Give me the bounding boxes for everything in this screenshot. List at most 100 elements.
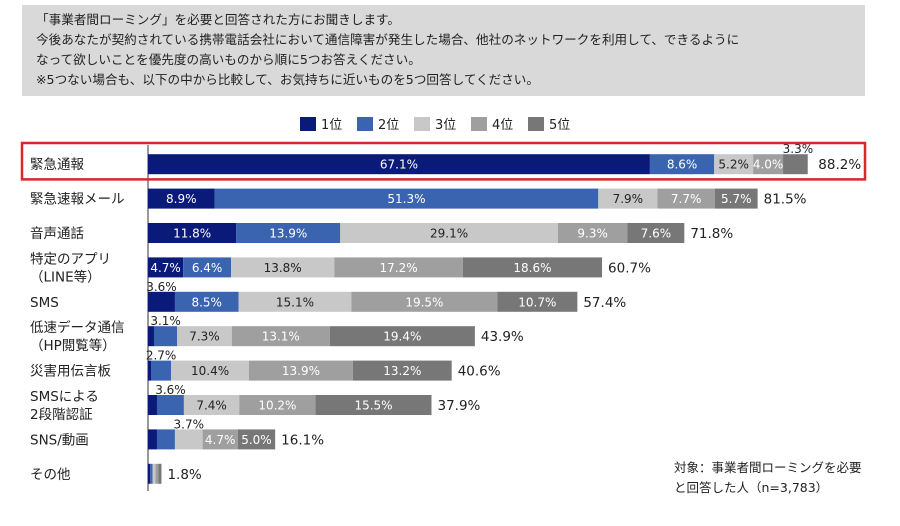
legend-swatch-5 — [528, 117, 544, 131]
bar-row-10-rank-2 — [150, 463, 153, 484]
category-label-4-line-1: 特定のアプリ — [30, 251, 111, 267]
total-label-row-5: 57.4% — [583, 295, 626, 311]
data-label-row-7-rank-2: 2.7% — [146, 349, 177, 363]
data-label-row-2-rank-5: 5.7% — [721, 192, 752, 206]
bar-row-10-rank-1 — [148, 463, 151, 484]
legend-label-1: 1位 — [321, 118, 342, 133]
bar-row-1-rank-4 — [753, 154, 784, 175]
data-label-row-6-rank-5: 19.4% — [383, 330, 421, 344]
data-label-row-4-rank-2: 6.4% — [192, 261, 223, 275]
bar-row-2-rank-5 — [714, 188, 758, 209]
bar-row-4-rank-1 — [148, 257, 184, 278]
bar-row-8-rank-2 — [156, 395, 184, 415]
bar-row-6-rank-3 — [177, 326, 232, 347]
data-label-row-7-rank-3: 10.4% — [191, 364, 229, 378]
data-label-row-1-rank-4: 4.0% — [753, 158, 784, 172]
bar-row-10-rank-5 — [158, 463, 162, 484]
category-label-10: その他 — [30, 467, 71, 483]
total-label-row-3: 71.8% — [690, 226, 733, 242]
total-label-row-1: 88.2% — [818, 157, 861, 173]
data-label-row-2-rank-1: 8.9% — [166, 192, 197, 206]
bar-row-4-rank-3 — [231, 257, 335, 278]
bar-row-3-rank-3 — [340, 223, 558, 243]
bar-row-10-rank-4 — [155, 463, 159, 484]
bar-row-3-rank-4 — [557, 223, 628, 243]
bar-row-9-rank-1 — [148, 429, 157, 450]
bar-row-7-rank-2 — [150, 360, 172, 381]
data-label-row-7-rank-4: 13.9% — [282, 364, 320, 378]
legend-label-4: 4位 — [492, 118, 513, 133]
legend-swatch-1 — [300, 117, 316, 131]
bar-row-6-rank-4 — [231, 326, 330, 347]
data-label-row-8-rank-3: 7.4% — [196, 399, 227, 413]
data-label-row-1-rank-3: 5.2% — [718, 158, 749, 172]
data-label-row-9-rank-3: 3.7% — [174, 417, 205, 431]
legend-label-5: 5位 — [549, 118, 570, 133]
total-label-row-9: 16.1% — [281, 432, 324, 448]
bar-row-4-rank-5 — [462, 257, 603, 278]
bar-row-5-rank-3 — [238, 291, 352, 312]
question-line-2: 今後あなたが契約されている携帯電話会社において通信障害が発生した場合、他社のネッ… — [36, 32, 740, 47]
data-label-row-2-rank-3: 7.9% — [613, 192, 644, 206]
data-label-row-4-rank-4: 17.2% — [380, 261, 418, 275]
footnote-line-2: と回答した人（n=3,783） — [674, 480, 829, 495]
data-label-row-8-rank-2: 3.6% — [155, 383, 186, 397]
bar-row-2-rank-4 — [657, 188, 715, 209]
question-line-1: 「事業者間ローミング」を必要と回答された方にお聞きします。 — [36, 12, 400, 27]
total-label-row-6: 43.9% — [481, 329, 524, 345]
bar-row-2-rank-3 — [598, 188, 658, 209]
category-label-3: 音声通話 — [30, 225, 84, 242]
data-label-row-3-rank-5: 7.6% — [641, 227, 672, 241]
bar-row-2-rank-2 — [214, 188, 599, 209]
bar-row-5-rank-2 — [174, 291, 239, 312]
bar-row-1-rank-1 — [148, 154, 650, 175]
data-label-row-1-rank-1: 67.1% — [380, 158, 418, 172]
data-label-row-9-rank-4: 4.7% — [205, 433, 236, 447]
bar-row-5-rank-1 — [148, 291, 175, 312]
category-label-7: 災害用伝言板 — [30, 364, 111, 380]
bar-row-6-rank-2 — [153, 326, 178, 347]
data-label-row-8-rank-4: 10.2% — [258, 399, 296, 413]
bar-row-8-rank-3 — [183, 395, 240, 415]
data-label-row-4-rank-5: 18.6% — [513, 261, 551, 275]
bar-row-3-rank-1 — [148, 223, 237, 243]
bar-row-8-rank-1 — [148, 395, 157, 415]
data-label-row-1-rank-2: 8.6% — [667, 158, 698, 172]
bar-row-4-rank-4 — [334, 257, 463, 278]
bar-row-7-rank-1 — [148, 360, 151, 381]
bar-row-9-rank-5 — [237, 429, 276, 450]
bar-row-1-rank-5 — [783, 154, 808, 175]
category-label-5: SMS — [30, 295, 59, 311]
total-label-row-10: 1.8% — [167, 467, 201, 483]
legend-label-2: 2位 — [378, 118, 399, 133]
data-label-row-5-rank-3: 15.1% — [276, 295, 314, 309]
data-label-row-4-rank-3: 13.8% — [264, 261, 302, 275]
bar-row-7-rank-5 — [352, 360, 452, 381]
legend-swatch-4 — [471, 117, 487, 131]
bar-row-7-rank-4 — [248, 360, 353, 381]
bar-row-3-rank-2 — [236, 223, 341, 243]
data-label-row-3-rank-3: 29.1% — [430, 227, 468, 241]
total-label-row-8: 37.9% — [437, 398, 480, 414]
data-label-row-3-rank-1: 11.8% — [173, 227, 211, 241]
data-label-row-6-rank-4: 13.1% — [262, 330, 300, 344]
bar-row-3-rank-5 — [627, 223, 685, 243]
legend-label-3: 3位 — [435, 118, 456, 133]
bar-row-1-rank-3 — [714, 154, 754, 175]
data-label-row-5-rank-1: 3.6% — [146, 280, 177, 294]
bar-row-2-rank-1 — [148, 188, 215, 209]
category-label-6-line-2: （HP閲覧等） — [30, 337, 116, 354]
data-label-row-8-rank-5: 15.5% — [354, 399, 392, 413]
data-label-row-2-rank-2: 51.3% — [387, 192, 425, 206]
bar-row-1-rank-2 — [649, 154, 715, 175]
data-label-row-4-rank-1: 4.7% — [150, 261, 181, 275]
data-label-row-5-rank-2: 8.5% — [191, 295, 222, 309]
data-label-row-2-rank-4: 7.7% — [671, 192, 702, 206]
bar-row-5-rank-4 — [351, 291, 498, 312]
data-label-row-9-rank-5: 5.0% — [241, 433, 272, 447]
category-label-1: 緊急通報 — [30, 157, 84, 173]
category-label-9: SNS/動画 — [30, 432, 89, 448]
footnote-line-1: 対象：事業者間ローミングを必要 — [674, 460, 862, 475]
data-label-row-3-rank-4: 9.3% — [577, 227, 608, 241]
